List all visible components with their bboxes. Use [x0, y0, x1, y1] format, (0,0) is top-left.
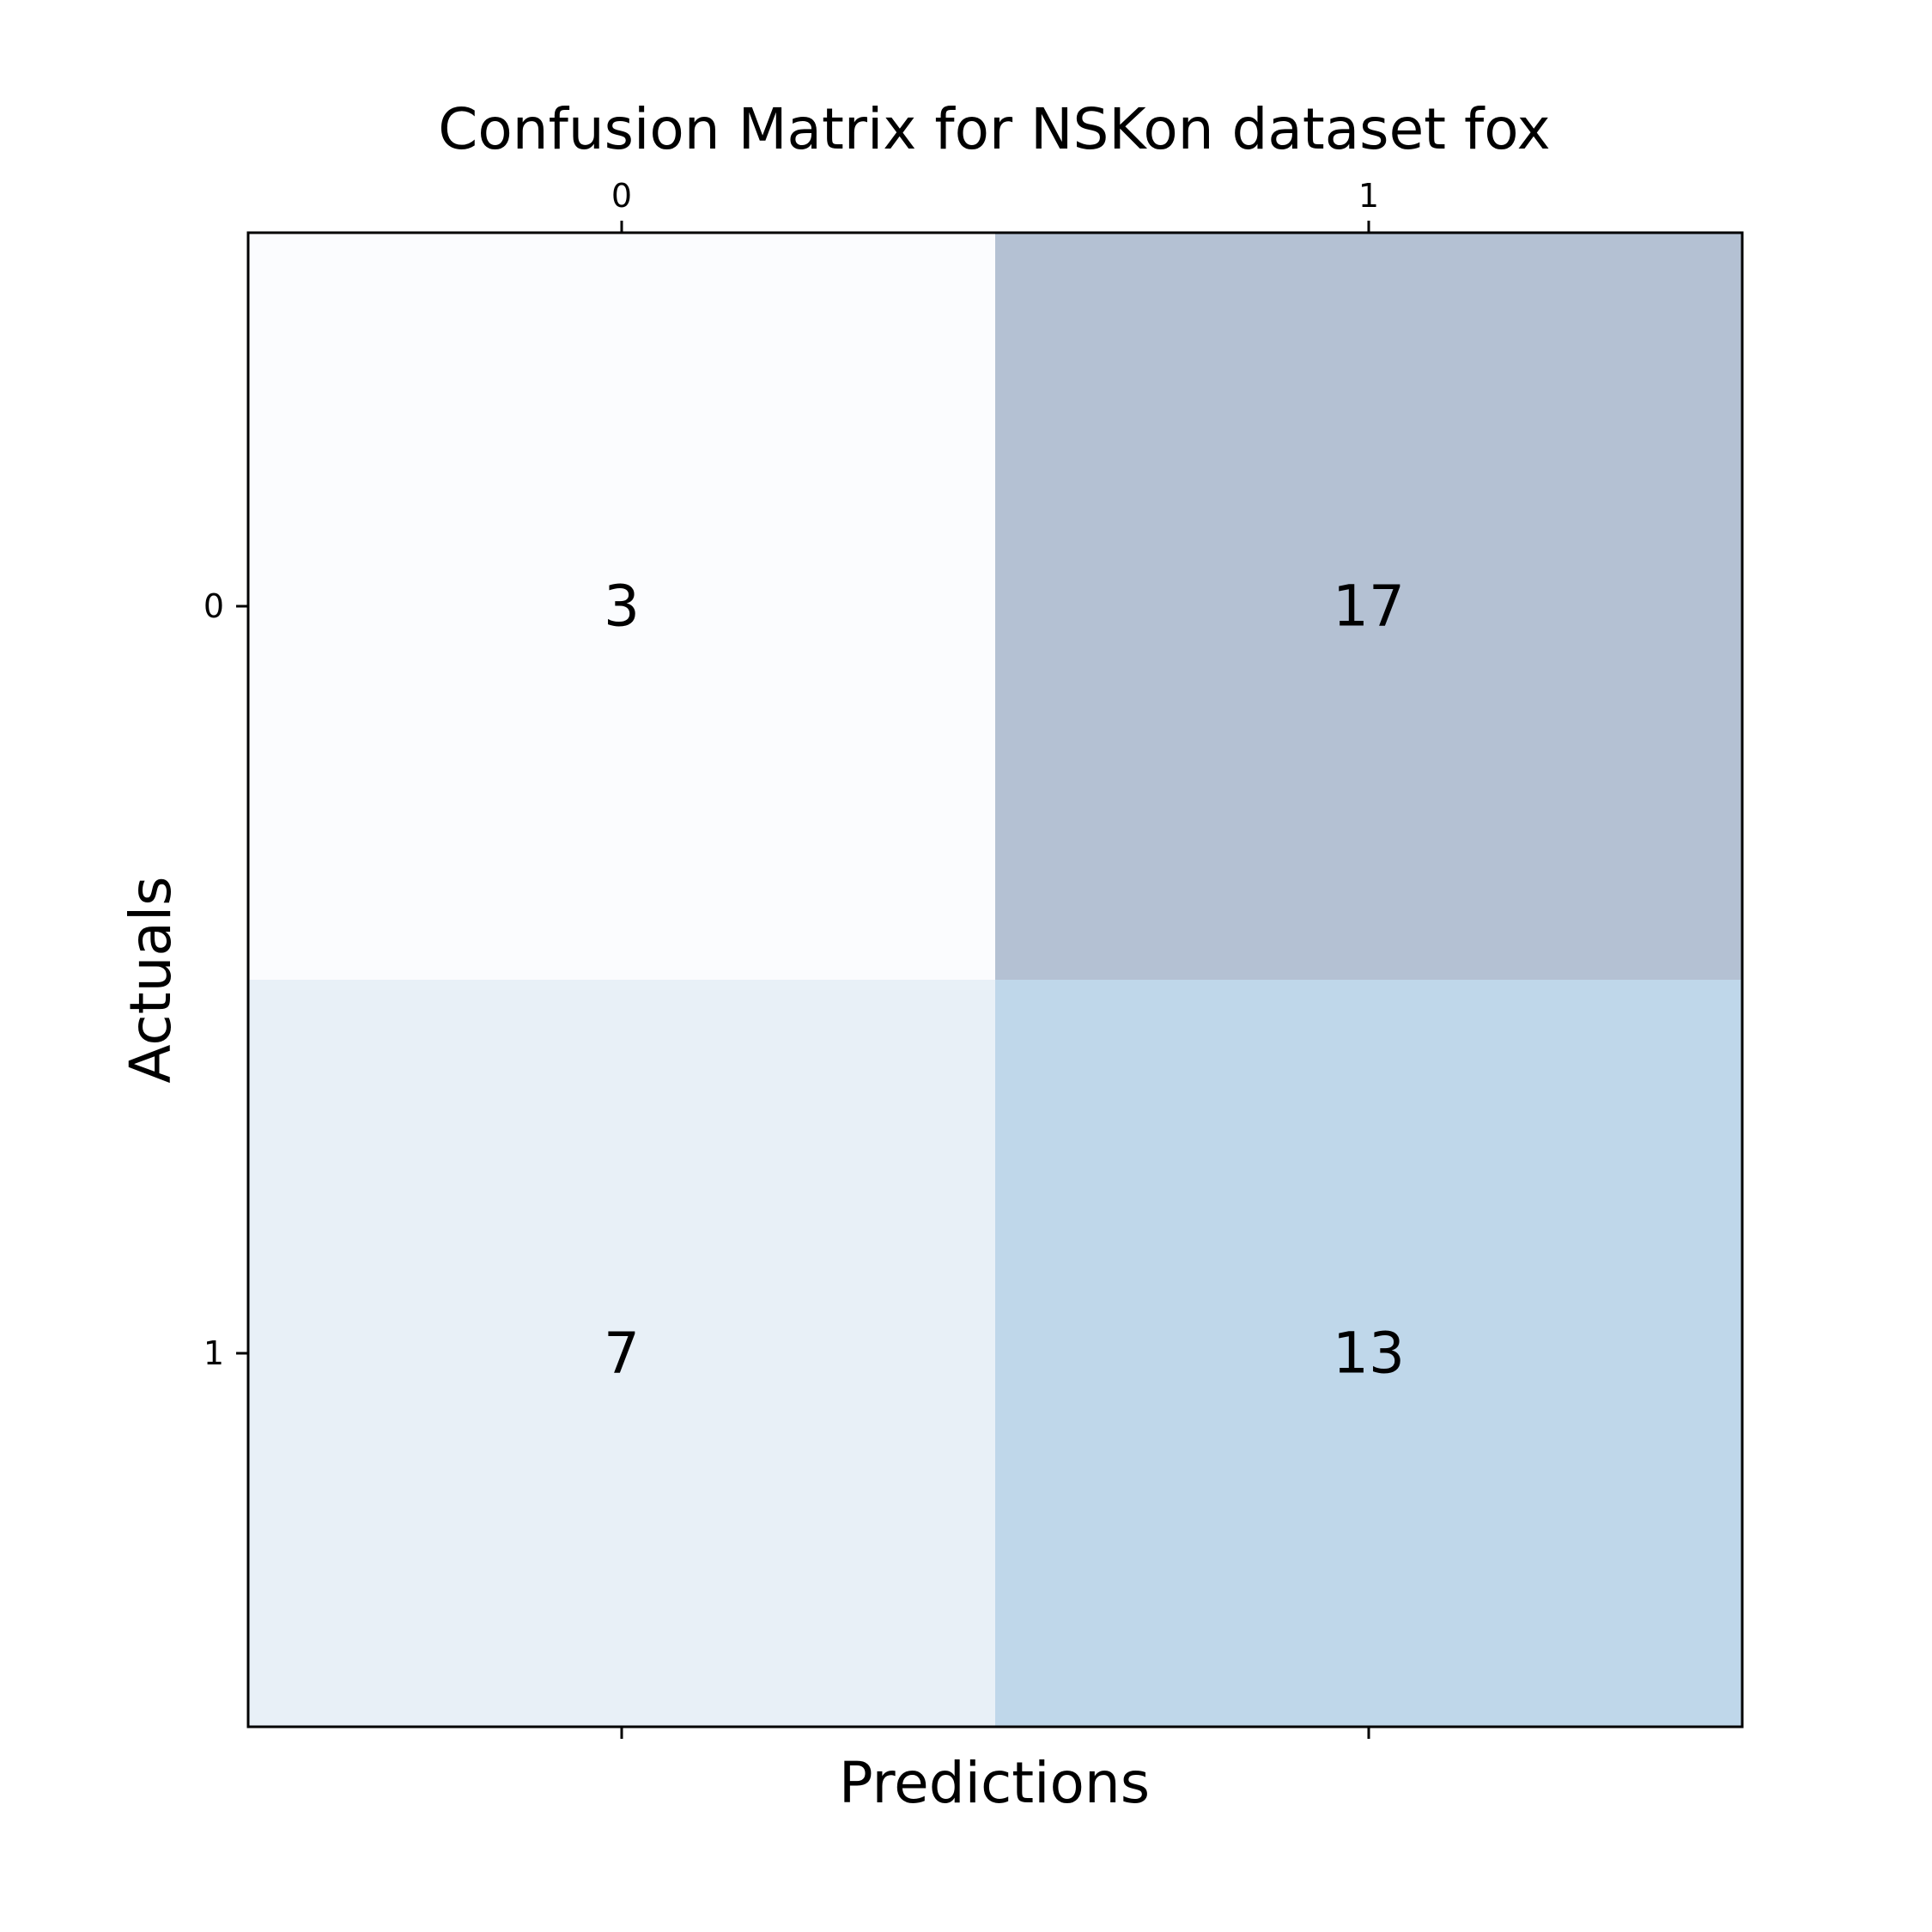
- y-axis-ticks: 01: [204, 587, 248, 1372]
- x-axis-label: Predictions: [839, 1750, 1150, 1816]
- cell-value-0-1: 17: [1333, 574, 1405, 640]
- chart-title: Confusion Matrix for NSKon dataset fox: [438, 96, 1550, 162]
- cell-value-1-0: 7: [604, 1321, 640, 1387]
- x-tick-label-1: 1: [1358, 177, 1379, 215]
- matrix-cell-1-0: [248, 980, 995, 1727]
- matrix-cell-0-1: [995, 233, 1742, 980]
- y-tick-label-0: 0: [204, 587, 224, 625]
- cell-value-0-0: 3: [604, 574, 640, 640]
- y-tick-label-1: 1: [204, 1334, 224, 1372]
- cell-value-1-1: 13: [1333, 1321, 1405, 1387]
- matrix-cell-1-1: [995, 980, 1742, 1727]
- y-axis-label: Actuals: [118, 876, 184, 1083]
- matrix-cells: [248, 233, 1742, 1727]
- plot-frame: [246, 231, 1744, 1728]
- cell-value-labels: 3 17 7 13: [604, 574, 1405, 1387]
- x-tick-label-0: 0: [611, 177, 632, 215]
- matrix-cell-0-0: [248, 233, 995, 980]
